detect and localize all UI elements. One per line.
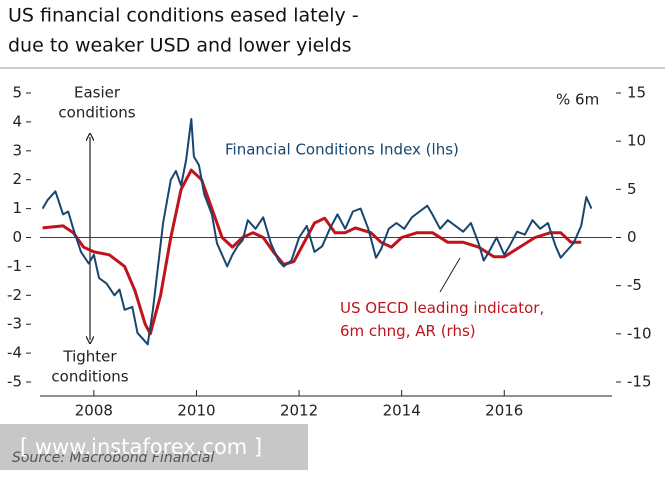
y2-tick-label: -10 — [627, 324, 652, 342]
chart-title: due to weaker USD and lower yields — [8, 35, 352, 57]
x-tick-label: 2010 — [177, 402, 215, 420]
y-tick-label: 0 — [12, 228, 22, 246]
y-tick-label: -4 — [7, 344, 22, 362]
series-line — [42, 168, 582, 336]
y-tick-label: 4 — [12, 112, 22, 130]
y2-tick-label: -5 — [627, 276, 642, 294]
y-tick-label: 3 — [12, 141, 22, 159]
annotation: Tighter — [62, 348, 117, 366]
y-tick-label: 5 — [12, 84, 22, 102]
annotation: Easier — [74, 84, 121, 102]
y2-unit: % 6m — [556, 91, 599, 109]
legend-label: US OECD leading indicator, 6m chng, AR (r… — [340, 299, 544, 340]
y2-tick-label: 5 — [627, 180, 637, 198]
source: Source: Macrobond Financial — [12, 450, 214, 466]
legend-label: Financial Conditions Index (lhs) — [225, 141, 459, 159]
x-tick-label: 2016 — [485, 402, 523, 420]
y2-tick-label: -15 — [627, 373, 652, 391]
y-tick-label: -2 — [7, 286, 22, 304]
legend-label: US OECD leading indicator, — [340, 299, 544, 317]
annotation: conditions — [58, 104, 135, 122]
y-tick-label: -1 — [7, 257, 22, 275]
y-tick-label: 1 — [12, 199, 22, 217]
y2-tick-label: 10 — [627, 132, 646, 150]
y-tick-label: -3 — [7, 315, 22, 333]
watermark-box — [0, 424, 308, 470]
annotation: conditions — [51, 368, 128, 386]
watermark: [ www.instaforex.com ] — [20, 435, 262, 459]
y2-tick-label: 0 — [627, 228, 637, 246]
x-tick-label: 2008 — [75, 402, 113, 420]
legend-label: 6m chng, AR (rhs) — [340, 322, 476, 340]
pointer — [439, 257, 461, 293]
x-tick-label: 2012 — [280, 402, 318, 420]
chart-title: US financial conditions eased lately - — [8, 5, 359, 27]
y-tick-label: 2 — [12, 170, 22, 188]
y-tick-label: -5 — [7, 373, 22, 391]
x-tick-label: 2014 — [383, 402, 421, 420]
y2-tick-label: 15 — [627, 84, 646, 102]
